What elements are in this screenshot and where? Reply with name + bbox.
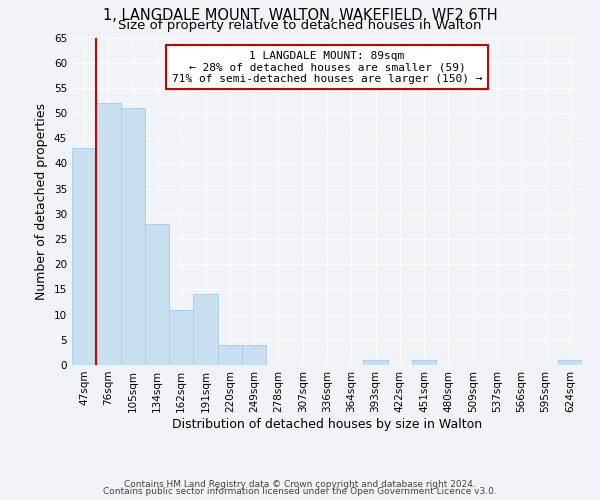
Bar — [412, 360, 436, 365]
Bar — [242, 345, 266, 365]
Bar — [121, 108, 145, 365]
Bar — [558, 360, 582, 365]
Text: 1, LANGDALE MOUNT, WALTON, WAKEFIELD, WF2 6TH: 1, LANGDALE MOUNT, WALTON, WAKEFIELD, WF… — [103, 8, 497, 22]
X-axis label: Distribution of detached houses by size in Walton: Distribution of detached houses by size … — [172, 418, 482, 430]
Bar — [169, 310, 193, 365]
Bar — [145, 224, 169, 365]
Bar — [193, 294, 218, 365]
Bar — [72, 148, 96, 365]
Text: 1 LANGDALE MOUNT: 89sqm
← 28% of detached houses are smaller (59)
71% of semi-de: 1 LANGDALE MOUNT: 89sqm ← 28% of detache… — [172, 50, 482, 84]
Y-axis label: Number of detached properties: Number of detached properties — [35, 103, 49, 300]
Bar — [218, 345, 242, 365]
Bar — [96, 103, 121, 365]
Text: Contains public sector information licensed under the Open Government Licence v3: Contains public sector information licen… — [103, 487, 497, 496]
Text: Contains HM Land Registry data © Crown copyright and database right 2024.: Contains HM Land Registry data © Crown c… — [124, 480, 476, 489]
Bar — [364, 360, 388, 365]
Text: Size of property relative to detached houses in Walton: Size of property relative to detached ho… — [118, 18, 482, 32]
